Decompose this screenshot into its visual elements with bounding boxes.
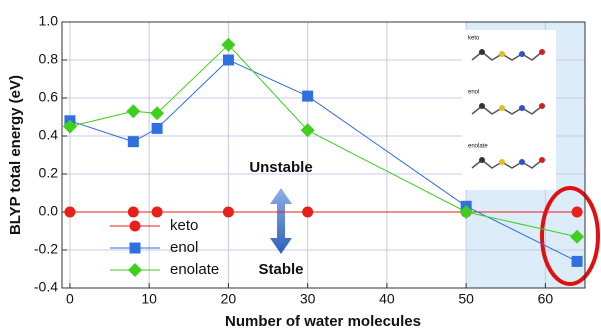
marker — [302, 91, 313, 102]
marker — [302, 207, 313, 218]
marker — [64, 207, 75, 218]
y-tick-label: -0.2 — [34, 241, 58, 257]
x-tick-label: 50 — [458, 291, 474, 307]
inset-label: enolate — [468, 144, 488, 150]
x-tick-label: 10 — [141, 291, 157, 307]
y-axis-title: BLYP total energy (eV) — [7, 75, 24, 235]
y-tick-label: 1.0 — [39, 13, 59, 29]
legend-marker — [130, 243, 141, 254]
y-tick-label: -0.4 — [34, 279, 58, 295]
x-tick-label: 0 — [66, 291, 74, 307]
y-tick-label: 0.0 — [39, 203, 59, 219]
marker — [223, 207, 234, 218]
annotation: Stable — [258, 261, 303, 278]
legend-label: enolate — [170, 261, 219, 278]
marker — [128, 207, 139, 218]
chart: Unstable Stable keto enol enolate Number… — [0, 0, 601, 332]
legend-label: enol — [170, 239, 198, 256]
marker — [128, 136, 139, 147]
inset: keto enol enolate — [462, 30, 556, 190]
x-tick-label: 60 — [538, 291, 554, 307]
y-tick-label: 0.8 — [39, 51, 59, 67]
inset-label: keto — [468, 36, 480, 42]
marker — [152, 123, 163, 134]
x-tick-label: 30 — [300, 291, 316, 307]
legend-marker — [130, 221, 141, 232]
x-tick-label: 40 — [379, 291, 395, 307]
inset-label: enol — [468, 90, 479, 96]
marker — [572, 207, 583, 218]
marker — [152, 207, 163, 218]
marker — [572, 256, 583, 267]
legend-label: keto — [170, 217, 198, 234]
y-tick-label: 0.6 — [39, 89, 59, 105]
y-tick-label: 0.4 — [39, 127, 59, 143]
annotation: Unstable — [249, 159, 312, 176]
y-tick-label: 0.2 — [39, 165, 59, 181]
marker — [223, 55, 234, 66]
x-tick-label: 20 — [221, 291, 237, 307]
x-axis-title: Number of water molecules — [225, 313, 421, 330]
